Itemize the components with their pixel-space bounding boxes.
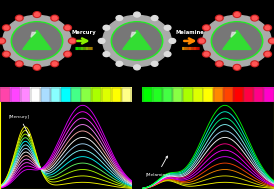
Circle shape <box>169 39 176 43</box>
Circle shape <box>51 61 58 67</box>
Circle shape <box>164 25 171 30</box>
Circle shape <box>11 22 63 60</box>
Circle shape <box>204 52 209 56</box>
Polygon shape <box>23 30 51 50</box>
Circle shape <box>152 16 158 21</box>
Circle shape <box>216 15 223 21</box>
Circle shape <box>251 61 259 67</box>
Text: Mercury: Mercury <box>71 30 96 35</box>
Circle shape <box>35 13 39 16</box>
Circle shape <box>64 25 72 31</box>
Circle shape <box>217 62 222 66</box>
Polygon shape <box>223 30 251 50</box>
Circle shape <box>103 15 171 67</box>
Circle shape <box>217 16 222 20</box>
Circle shape <box>98 39 105 43</box>
Circle shape <box>235 13 239 16</box>
Circle shape <box>211 22 263 60</box>
Circle shape <box>68 38 76 44</box>
Circle shape <box>198 38 206 44</box>
Circle shape <box>4 52 9 56</box>
Circle shape <box>270 39 274 43</box>
Circle shape <box>164 52 171 57</box>
Circle shape <box>203 15 271 67</box>
Circle shape <box>15 61 23 67</box>
Circle shape <box>4 26 9 30</box>
Text: [Mercury]: [Mercury] <box>9 115 30 136</box>
Circle shape <box>264 51 272 57</box>
Circle shape <box>65 26 70 30</box>
Circle shape <box>233 64 241 70</box>
Circle shape <box>116 61 122 66</box>
Circle shape <box>235 66 239 69</box>
Circle shape <box>251 15 259 21</box>
Circle shape <box>103 52 110 57</box>
Circle shape <box>64 51 72 57</box>
Circle shape <box>113 23 161 59</box>
Circle shape <box>252 62 257 66</box>
Circle shape <box>16 15 23 21</box>
Circle shape <box>17 62 22 66</box>
Circle shape <box>252 16 257 20</box>
Circle shape <box>202 51 210 57</box>
Polygon shape <box>31 32 36 37</box>
Polygon shape <box>123 30 151 50</box>
Circle shape <box>33 12 41 17</box>
FancyArrowPatch shape <box>77 38 87 43</box>
Text: Melamine: Melamine <box>176 30 205 35</box>
Circle shape <box>70 39 75 43</box>
Circle shape <box>2 51 10 57</box>
Circle shape <box>3 15 71 67</box>
FancyArrowPatch shape <box>184 38 194 43</box>
Circle shape <box>265 26 270 30</box>
Circle shape <box>13 23 61 59</box>
Circle shape <box>51 15 59 21</box>
Circle shape <box>65 52 70 56</box>
Circle shape <box>17 16 22 20</box>
Circle shape <box>103 25 110 30</box>
Circle shape <box>111 22 163 60</box>
Polygon shape <box>231 32 236 37</box>
Circle shape <box>134 65 140 70</box>
Circle shape <box>215 61 223 67</box>
Circle shape <box>204 26 209 30</box>
Circle shape <box>0 38 5 44</box>
Circle shape <box>264 25 272 31</box>
Circle shape <box>116 16 123 21</box>
Circle shape <box>199 39 204 43</box>
Circle shape <box>0 39 4 43</box>
Polygon shape <box>131 32 136 37</box>
Circle shape <box>52 62 57 66</box>
Circle shape <box>35 66 39 69</box>
Circle shape <box>134 12 140 17</box>
Circle shape <box>233 12 241 17</box>
Circle shape <box>151 61 158 66</box>
Text: [Melamine]: [Melamine] <box>145 156 170 176</box>
Circle shape <box>33 64 41 70</box>
Circle shape <box>52 16 57 20</box>
Circle shape <box>2 25 10 31</box>
Circle shape <box>269 38 274 44</box>
Circle shape <box>213 23 261 59</box>
Circle shape <box>202 25 210 31</box>
Circle shape <box>265 52 270 56</box>
